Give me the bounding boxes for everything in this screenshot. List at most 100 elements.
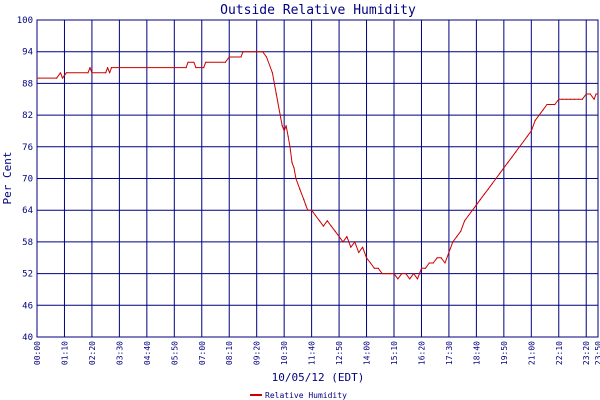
x-tick-label: 15:10	[390, 341, 399, 365]
x-tick-label: 10:30	[280, 341, 289, 365]
data-point	[342, 241, 344, 243]
data-point	[479, 199, 481, 201]
x-tick-label: 00:00	[33, 341, 42, 365]
x-tick-label: 14:00	[363, 341, 372, 365]
data-point	[487, 188, 489, 190]
data-point	[228, 56, 230, 58]
data-point	[271, 72, 273, 74]
data-point	[432, 262, 434, 264]
data-point	[562, 98, 564, 100]
data-point	[289, 146, 291, 148]
y-tick-label: 88	[22, 79, 33, 89]
data-point	[518, 146, 521, 148]
data-point	[185, 67, 187, 69]
x-axis-label: 10/05/12 (EDT)	[272, 371, 365, 384]
x-tick-label: 23:50	[594, 341, 600, 365]
data-point	[381, 273, 383, 275]
data-point	[61, 77, 64, 79]
data-point	[281, 125, 283, 127]
data-point	[444, 262, 446, 264]
x-tick-label: 01:10	[60, 341, 69, 365]
data-point	[265, 56, 268, 58]
data-point	[193, 61, 195, 63]
data-point	[428, 262, 430, 264]
data-point	[503, 167, 505, 169]
data-point	[275, 93, 277, 95]
series-line	[37, 51, 598, 280]
data-point	[262, 51, 264, 53]
data-point	[338, 236, 340, 238]
data-point	[346, 236, 348, 238]
y-tick-label: 46	[22, 301, 33, 311]
y-tick-label: 82	[22, 111, 33, 121]
data-point	[483, 193, 485, 195]
data-point	[397, 278, 399, 280]
data-point	[287, 135, 289, 137]
data-point	[526, 135, 529, 137]
data-point	[467, 214, 470, 217]
data-point	[59, 72, 62, 74]
data-point	[279, 114, 281, 116]
data-point	[401, 273, 403, 275]
data-point	[311, 209, 313, 211]
data-point	[109, 72, 111, 74]
legend-label: Relative Humidity	[265, 391, 347, 400]
data-point	[593, 98, 595, 100]
data-point	[416, 278, 419, 280]
data-point	[318, 220, 321, 222]
x-tick-label: 17:30	[445, 341, 454, 365]
data-point	[56, 77, 58, 79]
data-point	[566, 98, 568, 100]
y-tick-label: 40	[22, 333, 33, 343]
x-tick-label: 03:30	[115, 341, 124, 365]
data-point	[499, 172, 501, 174]
data-point	[285, 125, 287, 127]
data-point	[293, 167, 295, 169]
data-point	[107, 67, 109, 69]
data-point	[585, 93, 587, 95]
y-tick-label: 100	[17, 16, 33, 26]
data-point	[515, 151, 517, 153]
data-point	[534, 119, 536, 121]
data-point	[305, 204, 307, 206]
x-tick-label: 04:40	[143, 341, 152, 365]
y-tick-labels: 40 46 52 58 64 70 76 82 88 94 100	[17, 16, 33, 343]
data-point	[105, 72, 107, 74]
y-axis-label: Per Cent	[1, 152, 14, 205]
data-point	[448, 251, 450, 254]
data-point	[334, 230, 336, 232]
data-point	[452, 241, 454, 243]
data-point	[303, 199, 305, 201]
data-point	[91, 72, 93, 74]
x-tick-label: 12:50	[335, 341, 344, 365]
data-point	[554, 103, 556, 106]
data-point	[542, 109, 544, 111]
x-tick-label: 05:50	[170, 341, 179, 365]
data-point	[291, 162, 293, 164]
data-point	[299, 188, 301, 190]
series-group	[36, 51, 599, 280]
data-point	[389, 273, 391, 275]
x-tick-label: 16:20	[417, 341, 426, 365]
chart-title: Outside Relative Humidity	[220, 3, 416, 18]
data-point	[358, 251, 360, 254]
data-point	[314, 214, 317, 217]
data-point	[195, 67, 197, 69]
data-point	[436, 257, 438, 259]
data-point	[242, 51, 244, 53]
data-point	[550, 103, 552, 106]
data-point	[187, 61, 189, 63]
data-point	[577, 98, 580, 100]
data-point	[460, 230, 462, 232]
legend: Relative Humidity	[250, 391, 347, 400]
data-point	[393, 273, 395, 275]
data-point	[546, 103, 548, 106]
data-point	[373, 267, 375, 269]
data-point	[240, 56, 242, 58]
data-point	[110, 67, 113, 69]
data-point	[87, 72, 89, 74]
data-point	[377, 267, 379, 269]
y-tick-label: 64	[22, 206, 33, 216]
data-point	[573, 98, 576, 100]
